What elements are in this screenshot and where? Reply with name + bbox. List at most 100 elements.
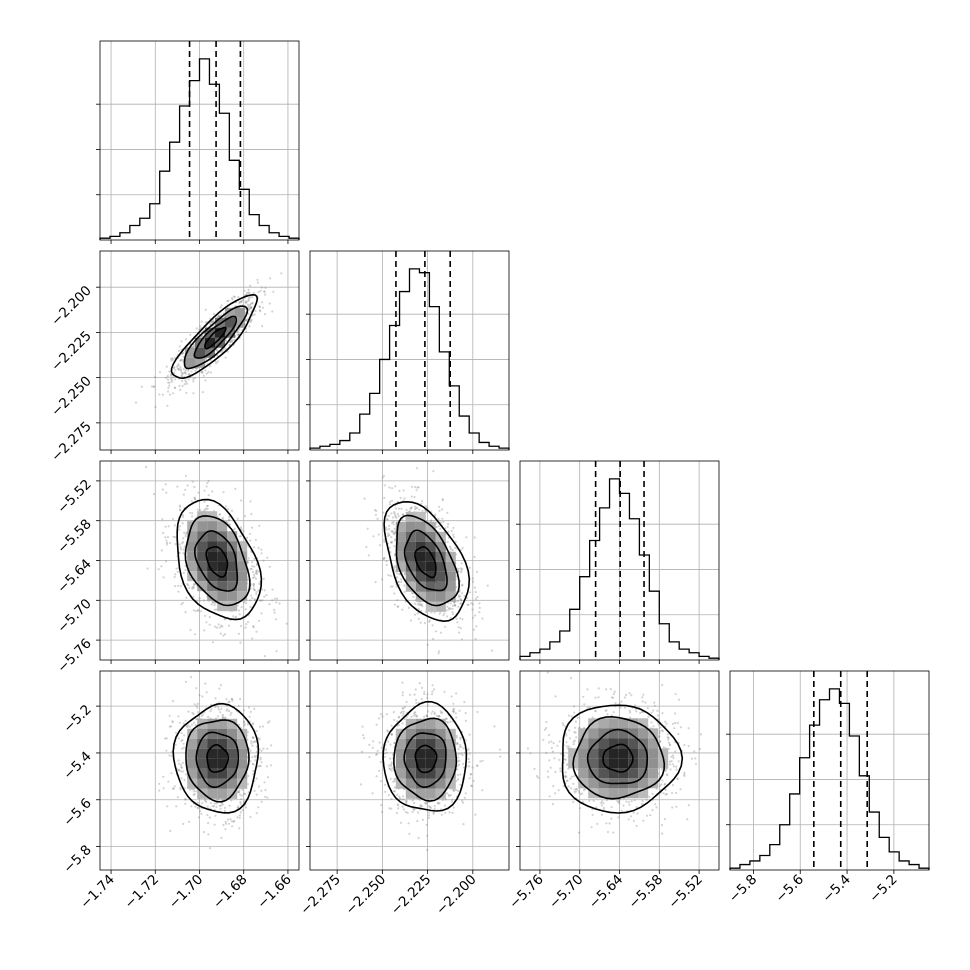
pair-0-2-point	[252, 546, 256, 549]
pair-0-2-point	[167, 525, 170, 528]
pair-0-1-point	[251, 296, 254, 299]
pair-0-3-point	[251, 744, 254, 747]
pair-0-2-point	[249, 539, 252, 542]
pair-0-2-point	[228, 518, 231, 521]
pair-0-1-point	[248, 292, 251, 295]
pair-1-2-point	[447, 608, 450, 611]
pair-1-2-density-cell	[425, 541, 436, 552]
pair-0-3-point	[181, 739, 184, 742]
pair-0-1-point	[173, 366, 176, 370]
pair-0-2-point	[165, 541, 169, 544]
pair-0-3-point	[258, 725, 261, 728]
pair-0-3-point	[184, 719, 187, 722]
pair-1-2-point	[415, 507, 418, 510]
pair-0-2-point	[237, 609, 241, 612]
pair-0-1-point	[184, 338, 188, 341]
pair-0-3-point	[184, 798, 187, 801]
pair-0-3-point	[256, 765, 259, 768]
pair-0-1-point	[161, 393, 164, 396]
y-tick-label-d2-3: −5.58	[54, 516, 95, 557]
pair-0-3-point	[262, 747, 265, 750]
pair-0-1-density-cell	[215, 327, 225, 338]
pair-1-2-point	[393, 592, 396, 595]
pair-0-3-point	[229, 713, 232, 716]
pair-1-2-point	[417, 617, 420, 620]
pair-1-2-point	[367, 554, 370, 557]
pair-0-1-point	[181, 379, 184, 382]
pair-0-3-density-cell	[187, 748, 198, 759]
pair-0-2-point	[261, 588, 264, 591]
pair-0-1-density-cell	[195, 347, 205, 358]
pair-0-2-point	[252, 583, 255, 586]
pair-1-2-point	[393, 554, 396, 557]
pair-1-2-point	[392, 523, 395, 526]
pair-0-2-point	[191, 587, 194, 590]
pair-0-1-point	[238, 300, 241, 303]
pair-1-2-point	[474, 614, 477, 617]
pair-1-2-point	[393, 527, 396, 530]
pair-0-2-density-cell	[237, 591, 248, 602]
pair-0-3-point	[225, 698, 228, 701]
pair-1-2-density-cell	[435, 551, 446, 562]
pair-0-3-point	[257, 806, 260, 809]
pair-0-3-point	[243, 723, 246, 726]
pair-1-2-point	[396, 512, 400, 515]
pair-1-2-density-cell	[405, 561, 416, 572]
x-tick-label-d3-1: −5.6	[773, 872, 807, 906]
pair-0-1-point	[263, 313, 267, 316]
pair-0-3-point	[183, 778, 186, 782]
pair-0-2-density-cell	[217, 601, 228, 612]
pair-1-2-point	[461, 592, 464, 595]
pair-0-3-density-cell	[217, 758, 228, 769]
pair-1-2-point	[388, 524, 391, 527]
pair-1-2-density-cell	[445, 571, 456, 582]
pair-0-2-point	[227, 508, 230, 511]
pair-1-2-point	[419, 621, 422, 624]
pair-0-1-point	[152, 385, 155, 388]
pair-0-2-point	[176, 485, 179, 488]
pair-0-3-point	[237, 791, 241, 794]
pair-1-2-point	[426, 643, 429, 646]
pair-0-1-point	[204, 358, 207, 361]
pair-1-3-point	[456, 778, 460, 781]
pair-1-3-point	[375, 753, 378, 756]
pair-1-2-point	[442, 614, 445, 617]
pair-1-2-point	[382, 511, 385, 514]
pair-0-2-point	[250, 512, 253, 516]
pair-1-2-point	[451, 604, 454, 607]
pair-0-3-point	[201, 695, 204, 698]
pair-1-2-point	[456, 621, 459, 624]
pair-1-2-point	[417, 486, 420, 489]
pair-0-3-point	[229, 818, 232, 821]
pair-0-3-point	[238, 723, 241, 726]
pair-0-1-point	[165, 376, 168, 379]
pair-0-2-point	[178, 543, 181, 546]
pair-1-3-point	[431, 684, 434, 687]
pair-0-2-point	[218, 626, 221, 629]
pair-1-2-contour-2	[395, 514, 461, 607]
pair-1-2-point	[365, 545, 368, 549]
pair-1-2-point	[459, 597, 462, 601]
pair-0-1-point	[207, 371, 210, 374]
pair-0-2-point	[173, 575, 176, 579]
pair-0-3-point	[181, 761, 184, 764]
pair-0-2-point	[177, 590, 180, 593]
pair-0-2-point	[214, 625, 217, 628]
pair-1-2-density-cell	[395, 531, 406, 542]
pair-0-3-point	[222, 823, 225, 827]
pair-0-1-point	[238, 302, 241, 305]
pair-1-3-point	[378, 741, 381, 744]
pair-0-2-point	[254, 538, 257, 541]
pair-0-3-point	[228, 700, 231, 703]
pair-0-2-point	[217, 623, 220, 626]
pair-1-2-point	[449, 546, 452, 549]
pair-0-1-point	[236, 333, 239, 336]
pair-1-3-point	[468, 733, 471, 736]
pair-1-3-point	[461, 801, 465, 804]
pair-0-3-point	[175, 805, 178, 808]
pair-0-3-contour-3	[172, 702, 260, 814]
pair-1-2-point	[420, 502, 423, 505]
pair-0-3-point	[237, 805, 240, 808]
pair-0-1-point	[214, 360, 217, 363]
pair-0-2-density-cell	[207, 561, 218, 572]
